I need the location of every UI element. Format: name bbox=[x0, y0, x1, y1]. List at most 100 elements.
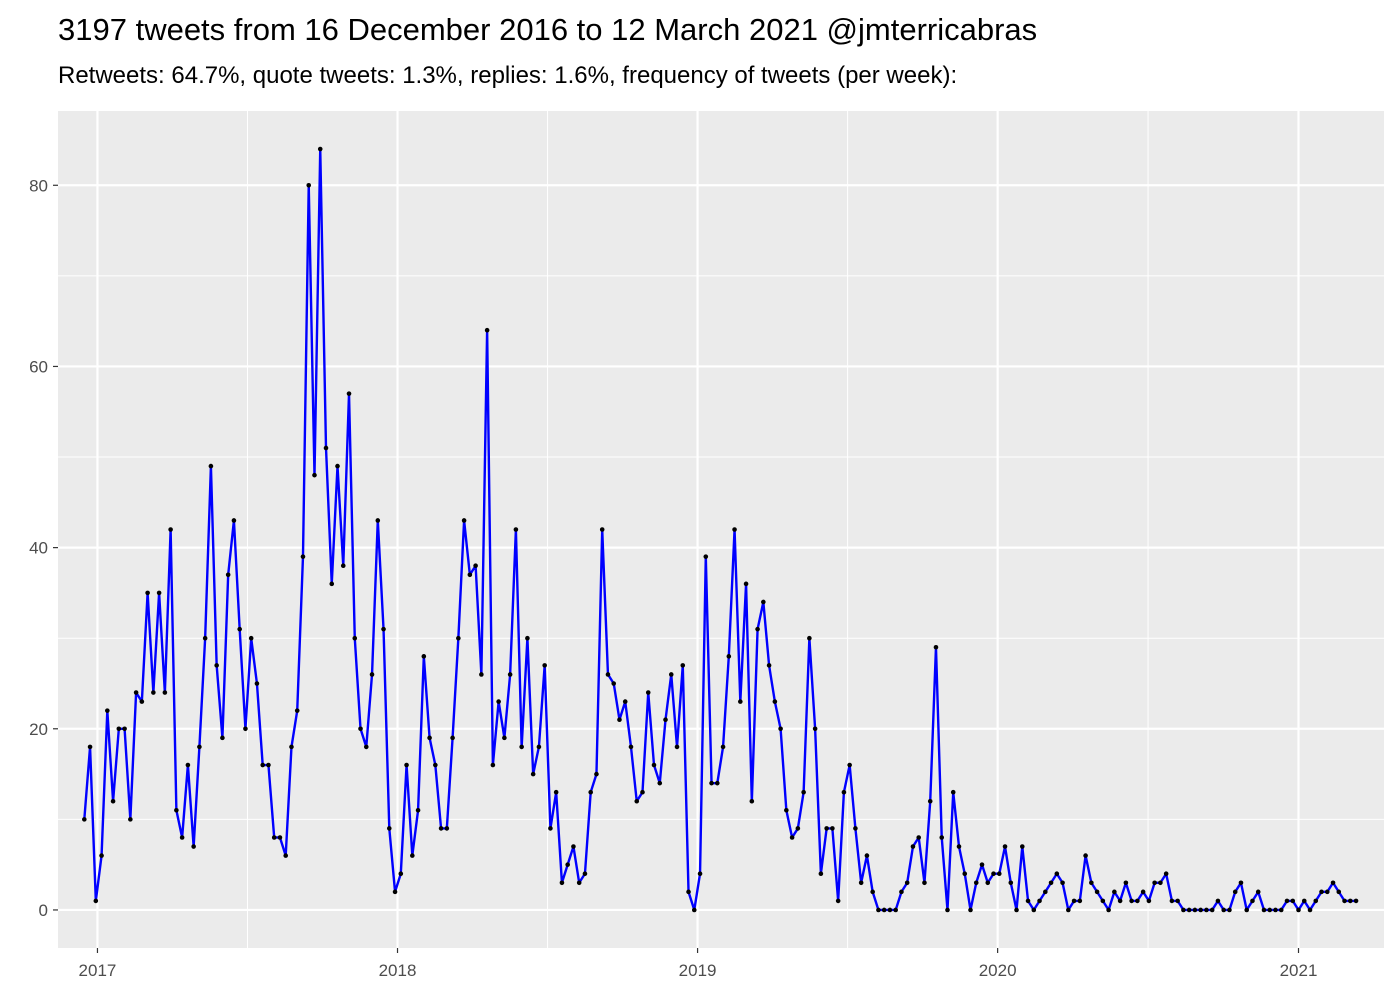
x-tick-label: 2020 bbox=[979, 961, 1017, 980]
data-point bbox=[1100, 898, 1106, 904]
data-point bbox=[893, 907, 898, 913]
data-point bbox=[582, 871, 588, 877]
data-point bbox=[1342, 898, 1347, 904]
data-point bbox=[536, 744, 542, 750]
data-point bbox=[680, 663, 686, 668]
data-point bbox=[185, 762, 191, 768]
data-point bbox=[421, 654, 427, 659]
data-point bbox=[369, 672, 375, 677]
data-point bbox=[1238, 880, 1244, 886]
data-point bbox=[277, 835, 283, 840]
data-point bbox=[479, 672, 484, 677]
data-point bbox=[824, 826, 829, 831]
y-tick-label: 40 bbox=[29, 539, 48, 558]
data-point bbox=[1319, 889, 1324, 895]
y-tick-label: 80 bbox=[29, 176, 48, 195]
data-point bbox=[818, 871, 824, 877]
data-point bbox=[231, 518, 237, 523]
data-point bbox=[559, 880, 565, 886]
data-point bbox=[1215, 898, 1221, 904]
data-point bbox=[645, 690, 651, 695]
data-point bbox=[565, 862, 570, 867]
data-point bbox=[358, 726, 363, 732]
data-point bbox=[467, 572, 473, 578]
data-point bbox=[1077, 898, 1083, 904]
data-point bbox=[594, 771, 599, 777]
data-point bbox=[950, 789, 956, 795]
data-point bbox=[392, 889, 398, 895]
data-point bbox=[651, 762, 657, 768]
data-point bbox=[715, 780, 720, 786]
data-point bbox=[789, 835, 795, 840]
data-point bbox=[352, 635, 358, 641]
data-point bbox=[404, 762, 409, 768]
minor-gridlines bbox=[58, 111, 1384, 948]
data-point bbox=[548, 826, 553, 831]
major-gridlines bbox=[58, 111, 1384, 948]
data-point bbox=[617, 717, 622, 723]
data-point bbox=[1163, 871, 1169, 877]
data-point bbox=[795, 826, 801, 831]
data-point bbox=[691, 907, 697, 913]
data-point bbox=[289, 744, 294, 750]
data-point bbox=[1071, 898, 1077, 904]
data-point bbox=[1209, 907, 1215, 913]
data-point bbox=[968, 907, 973, 913]
data-point bbox=[571, 844, 576, 849]
data-point bbox=[363, 744, 369, 750]
data-point bbox=[933, 644, 939, 650]
data-point bbox=[1048, 880, 1054, 886]
data-point bbox=[1140, 889, 1146, 895]
data-point bbox=[1284, 898, 1290, 904]
data-point bbox=[93, 898, 99, 904]
data-point bbox=[484, 327, 490, 333]
data-point bbox=[726, 654, 732, 659]
y-tick-label: 0 bbox=[39, 901, 48, 920]
data-point bbox=[294, 708, 300, 713]
data-point bbox=[732, 527, 737, 532]
data-point bbox=[410, 853, 415, 858]
data-point bbox=[266, 762, 271, 768]
series-layer bbox=[82, 146, 1359, 913]
data-point bbox=[202, 635, 208, 641]
data-point bbox=[979, 862, 985, 867]
data-point bbox=[220, 735, 225, 741]
data-point bbox=[398, 871, 404, 877]
data-point bbox=[1307, 907, 1313, 913]
data-point bbox=[996, 871, 1002, 877]
data-point bbox=[801, 789, 806, 795]
data-point bbox=[749, 798, 755, 804]
x-tick-label: 2021 bbox=[1280, 961, 1318, 980]
data-point bbox=[168, 527, 173, 532]
data-point bbox=[720, 744, 726, 750]
data-point bbox=[346, 391, 352, 396]
data-point bbox=[686, 889, 691, 895]
data-point bbox=[628, 744, 634, 750]
data-point bbox=[197, 744, 202, 750]
chart-title: 3197 tweets from 16 December 2016 to 12 … bbox=[58, 12, 1038, 47]
data-point bbox=[1324, 889, 1330, 895]
data-point bbox=[1094, 889, 1100, 895]
data-point bbox=[916, 835, 922, 840]
data-point bbox=[1031, 907, 1037, 913]
data-point bbox=[1278, 907, 1284, 913]
data-point bbox=[887, 907, 893, 913]
data-point bbox=[956, 844, 962, 849]
x-tick-label: 2018 bbox=[379, 961, 417, 980]
data-point bbox=[490, 762, 496, 768]
data-point bbox=[502, 735, 507, 741]
data-point bbox=[1330, 880, 1336, 886]
data-point bbox=[841, 789, 847, 795]
data-point bbox=[945, 907, 950, 913]
data-point bbox=[133, 690, 139, 695]
data-point bbox=[870, 889, 875, 895]
data-point bbox=[1019, 844, 1025, 849]
data-point bbox=[1002, 844, 1008, 849]
data-point bbox=[876, 907, 881, 913]
data-point bbox=[128, 817, 133, 822]
data-point bbox=[87, 744, 93, 750]
data-point bbox=[1060, 880, 1065, 886]
data-point bbox=[1025, 898, 1031, 904]
data-point bbox=[738, 699, 743, 704]
data-point bbox=[864, 853, 870, 858]
